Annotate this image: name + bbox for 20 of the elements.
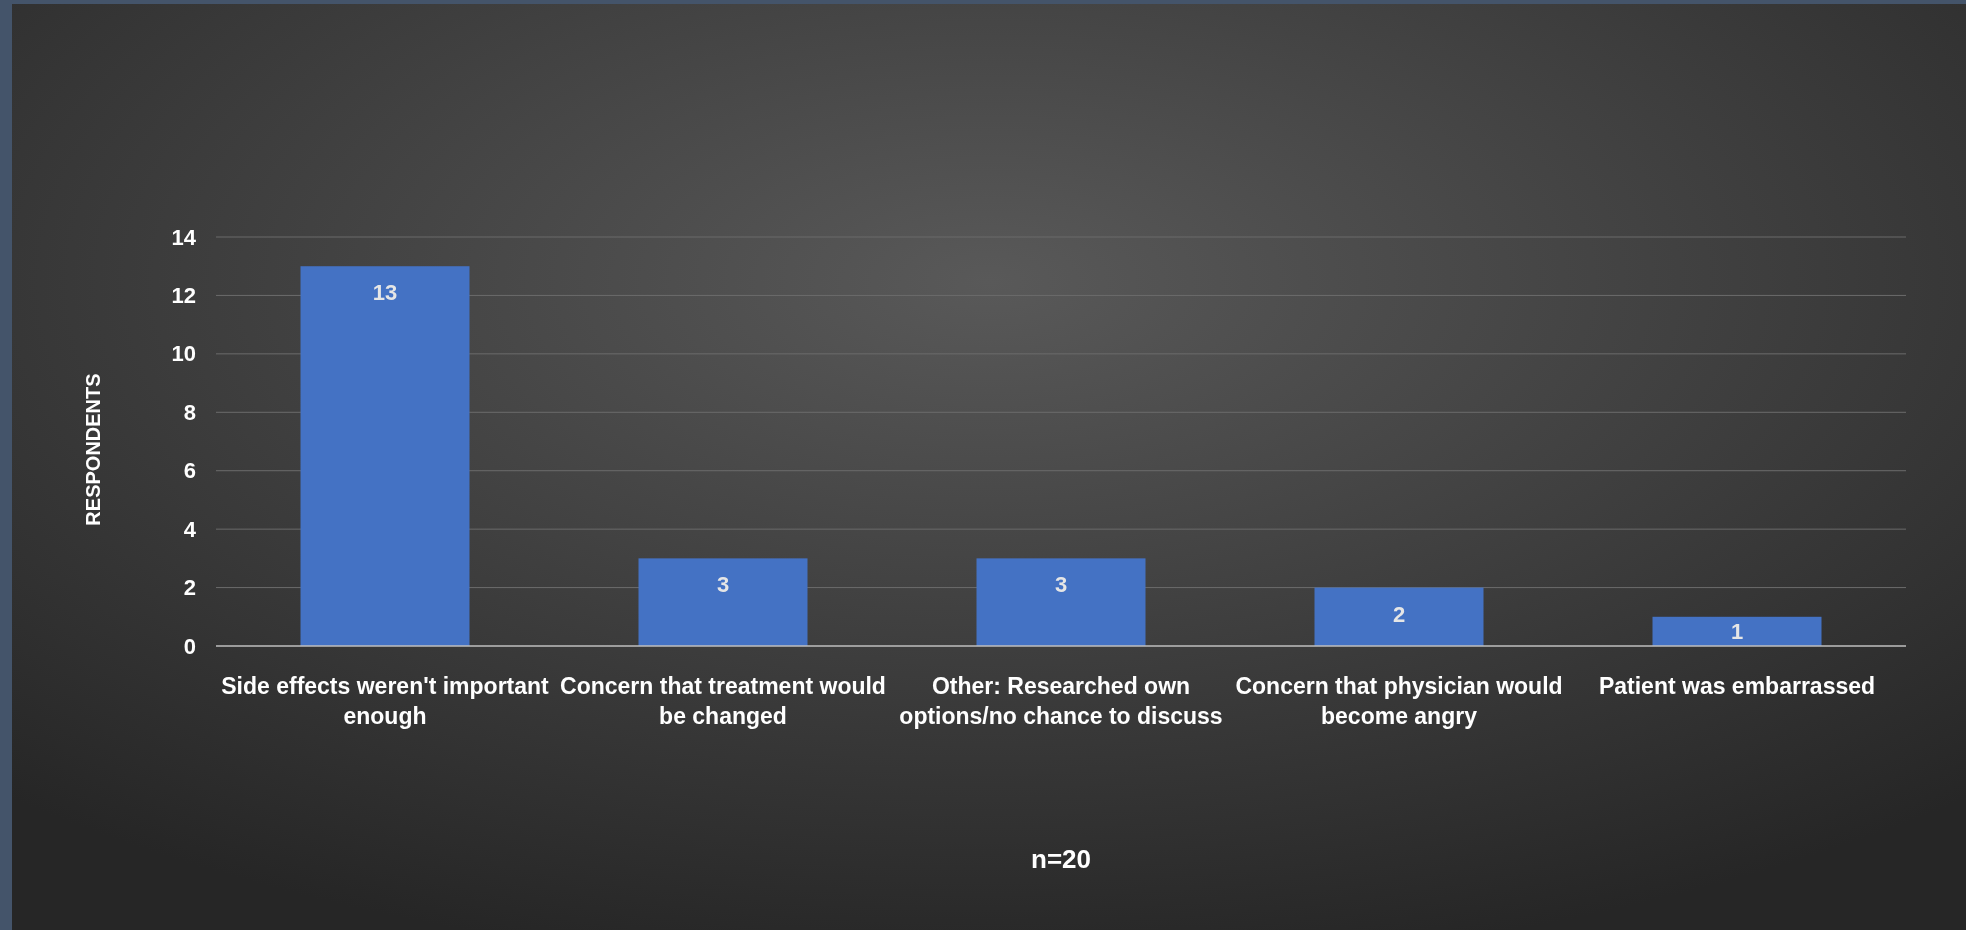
- y-tick-label: 10: [171, 341, 196, 367]
- data-label: 2: [1392, 601, 1406, 627]
- x-tick-label: Patient was embarrassed: [1598, 673, 1876, 699]
- y-tick-label: 4: [183, 516, 197, 542]
- y-tick-label: 2: [183, 575, 196, 601]
- data-label: 3: [1054, 572, 1068, 598]
- y-tick-label: 0: [183, 633, 196, 659]
- data-label: 13: [372, 280, 398, 306]
- data-label: 1: [1730, 619, 1744, 645]
- x-tick-label: Concern that physician would become angry: [1235, 673, 1563, 729]
- data-label: 3: [716, 572, 730, 598]
- x-axis-title: n=20: [1031, 844, 1091, 874]
- y-tick-label: 14: [171, 224, 197, 250]
- y-tick-label: 8: [183, 399, 196, 425]
- x-tick-label: Concern that treatment would be changed: [560, 673, 886, 729]
- y-tick-label: 12: [171, 282, 196, 308]
- y-tick-label: 6: [183, 458, 196, 484]
- y-axis-title: RESPONDENTS: [82, 373, 104, 526]
- x-tick-label: Other: Researched own options/no chance to discuss: [899, 673, 1223, 729]
- x-tick-label: Side effects weren't important enough: [221, 673, 550, 729]
